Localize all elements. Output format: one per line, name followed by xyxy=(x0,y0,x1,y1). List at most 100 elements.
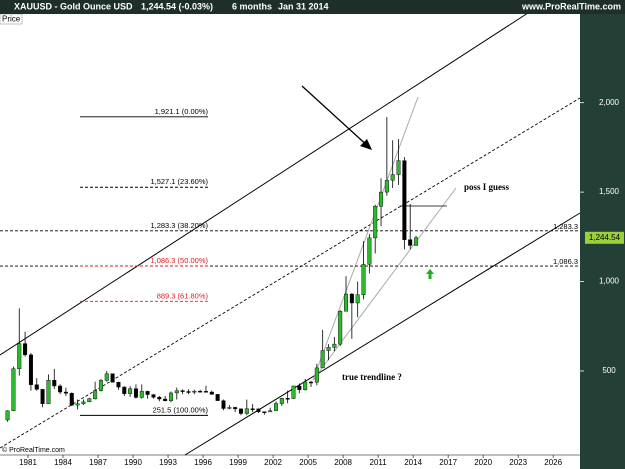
candle-body xyxy=(361,264,366,295)
candle-body xyxy=(34,384,39,390)
candle-body xyxy=(338,311,343,345)
candle-body xyxy=(58,385,63,393)
x-tick-label: 2011 xyxy=(370,458,388,467)
candle-body xyxy=(355,294,360,304)
candle-body xyxy=(93,390,98,399)
header-bar xyxy=(0,0,625,14)
candle-body xyxy=(373,206,378,239)
candle-body xyxy=(209,391,214,395)
candle-body xyxy=(52,380,57,387)
title: XAUUSD - Gold Ounce USD xyxy=(14,1,133,11)
fib-label: 251.5 (100.00%) xyxy=(153,405,209,414)
x-tick-label: 1996 xyxy=(194,458,212,467)
candle-body xyxy=(285,398,290,400)
arrow xyxy=(301,85,371,149)
candle-body xyxy=(309,381,314,384)
candle-body xyxy=(262,411,267,413)
candle-body xyxy=(291,385,296,399)
candle-body xyxy=(23,343,28,356)
candle-body xyxy=(151,394,156,398)
channel-lower xyxy=(184,212,581,456)
candle-body xyxy=(273,403,278,411)
x-tick-label: 2014 xyxy=(404,458,422,467)
x-tick-label: 2008 xyxy=(334,458,352,467)
candle-body xyxy=(5,410,10,421)
candle-body xyxy=(402,160,407,240)
candle-body xyxy=(279,398,284,404)
x-tick-label: 2026 xyxy=(544,458,562,467)
candle-body xyxy=(122,386,127,394)
candle-body xyxy=(379,191,384,207)
candle-body xyxy=(174,390,179,394)
candle-body xyxy=(69,393,74,406)
candle-body xyxy=(104,373,109,381)
candle-body xyxy=(128,388,133,394)
x-tick-label: 1993 xyxy=(159,458,177,467)
fib-label: 1,086.3 (50.00%) xyxy=(150,256,208,265)
x-tick-label: 2017 xyxy=(439,458,457,467)
x-tick-label: 2023 xyxy=(509,458,527,467)
x-tick-label: 1987 xyxy=(89,458,107,467)
green-arrow xyxy=(426,269,434,279)
date: Jan 31 2014 xyxy=(278,1,329,11)
level-tag: 1,086.3 xyxy=(553,257,578,266)
candle-body xyxy=(320,350,325,369)
candle-body xyxy=(256,408,261,412)
candle-body xyxy=(198,390,203,393)
annotation: true trendline ? xyxy=(342,372,402,382)
y-tick-label: 2,000 xyxy=(599,98,620,107)
x-tick-label: 1999 xyxy=(229,458,247,467)
y-tick-label: 500 xyxy=(602,366,616,375)
candle-body xyxy=(139,391,144,398)
x-tick-label: 2005 xyxy=(299,458,317,467)
period: 6 months xyxy=(232,1,272,11)
candle-body xyxy=(221,400,226,409)
candle-body xyxy=(233,407,238,410)
candle-body xyxy=(332,343,337,348)
candle-body xyxy=(87,398,92,403)
candle-body xyxy=(192,390,197,393)
candle-body xyxy=(98,380,103,391)
candle-body xyxy=(349,293,354,304)
candle-body xyxy=(367,237,372,265)
candle-body xyxy=(203,391,208,393)
fib-label: 889.3 (61.80%) xyxy=(157,291,209,300)
panel-label: Price xyxy=(2,15,21,24)
candle-body xyxy=(28,354,33,385)
candle-body xyxy=(244,408,249,414)
plot-area xyxy=(0,14,580,469)
fib-label: 1,527.1 (23.60%) xyxy=(150,177,208,186)
x-tick-label: 2020 xyxy=(474,458,492,467)
candle-body xyxy=(297,385,302,390)
channel-middle xyxy=(0,97,581,449)
trendline-gray xyxy=(312,96,419,381)
candle-body xyxy=(384,180,389,193)
fib-label: 1,921.1 (0.00%) xyxy=(155,107,209,116)
candle-body xyxy=(344,293,349,312)
x-tick-label: 1981 xyxy=(19,458,37,467)
candle-body xyxy=(81,401,86,404)
candle-body xyxy=(110,373,115,383)
x-tick-label: 1990 xyxy=(124,458,142,467)
candle-body xyxy=(414,237,419,246)
candle-body xyxy=(46,380,51,404)
trendline-gray xyxy=(312,187,457,381)
copyright: © ProRealTime.com xyxy=(2,446,65,454)
candle-body xyxy=(396,160,401,175)
y-tick-label: 1,500 xyxy=(599,187,620,196)
candle-body xyxy=(11,368,16,412)
candle-body xyxy=(314,367,319,383)
candle-body xyxy=(116,382,121,388)
candle-body xyxy=(163,398,168,402)
candle-body xyxy=(157,397,162,400)
last-price-label: 1,244.54 xyxy=(589,233,621,242)
candle-body xyxy=(180,390,185,392)
y-tick-label: 1,000 xyxy=(599,277,620,286)
arrow-head xyxy=(360,139,372,150)
candle-body xyxy=(238,408,243,414)
candle-body xyxy=(168,392,173,402)
last-change: 1,244.54 (-0.03%) xyxy=(141,1,213,11)
candle-body xyxy=(75,403,80,406)
